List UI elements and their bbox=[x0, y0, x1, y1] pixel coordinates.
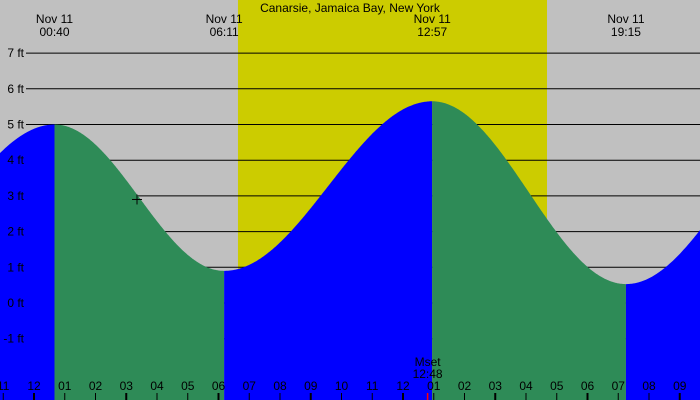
extremum-date: Nov 11 bbox=[607, 12, 644, 26]
x-tick-label: 06 bbox=[212, 379, 226, 393]
x-tick-label: 03 bbox=[120, 379, 134, 393]
x-tick-label: 05 bbox=[181, 379, 195, 393]
y-tick-label: 6 ft bbox=[7, 82, 24, 96]
x-tick-label: 11 bbox=[0, 379, 10, 393]
extremum-time: 00:40 bbox=[39, 25, 69, 39]
y-tick-label: 3 ft bbox=[7, 189, 24, 203]
x-tick-label: 10 bbox=[335, 379, 349, 393]
x-tick-label: 01 bbox=[427, 379, 441, 393]
x-tick-label: 04 bbox=[150, 379, 164, 393]
extremum-date: Nov 11 bbox=[206, 12, 243, 26]
x-tick-label: 09 bbox=[673, 379, 687, 393]
rising-tide-area bbox=[625, 230, 700, 400]
x-tick-label: 07 bbox=[612, 379, 626, 393]
x-tick-label: 12 bbox=[396, 379, 410, 393]
y-tick-label: 4 ft bbox=[7, 153, 24, 167]
x-tick-label: 02 bbox=[458, 379, 472, 393]
x-tick-label: 03 bbox=[489, 379, 503, 393]
x-tick-label: 04 bbox=[519, 379, 533, 393]
x-tick-label: 11 bbox=[366, 379, 379, 393]
event-time: 12:48 bbox=[413, 367, 443, 381]
x-tick-label: 12 bbox=[27, 379, 41, 393]
y-tick-label: -1 ft bbox=[3, 332, 24, 346]
x-tick-label: 08 bbox=[642, 379, 656, 393]
y-tick-label: 2 ft bbox=[7, 225, 24, 239]
y-tick-label: 1 ft bbox=[7, 260, 24, 274]
extremum-date: Nov 11 bbox=[414, 12, 451, 26]
current-time-marker bbox=[132, 194, 143, 205]
falling-tide-area bbox=[54, 124, 225, 400]
tide-fill bbox=[0, 101, 700, 400]
x-axis: 11 12 01 02 03 04 05 06 07 08 09 10 11 12 01 02 03 04 05 06… bbox=[0, 379, 687, 400]
rising-tide-area bbox=[224, 101, 433, 400]
y-tick-label: 0 ft bbox=[7, 296, 24, 310]
x-tick-label: 01 bbox=[58, 379, 72, 393]
y-tick-label: 5 ft bbox=[7, 118, 24, 132]
y-axis-labels: 7 ft 6 ft 5 ft 4 ft 3 ft 2 ft 1 ft 0 ft -1 ft bbox=[3, 46, 24, 346]
x-tick-label: 07 bbox=[243, 379, 257, 393]
x-tick-label: 09 bbox=[304, 379, 318, 393]
x-tick-label: 08 bbox=[273, 379, 287, 393]
extremum-time: 06:11 bbox=[210, 25, 239, 39]
extremum-time: 19:15 bbox=[611, 25, 641, 39]
x-tick-label: 02 bbox=[89, 379, 103, 393]
extremum-time: 12:57 bbox=[417, 25, 447, 39]
x-tick-label: 06 bbox=[581, 379, 595, 393]
falling-tide-area bbox=[432, 101, 626, 400]
event-label: Mset bbox=[415, 355, 442, 369]
extremum-date: Nov 11 bbox=[36, 12, 73, 26]
chart-title: Canarsie, Jamaica Bay, New York bbox=[260, 1, 441, 15]
rising-tide-area bbox=[0, 124, 55, 400]
y-tick-label: 7 ft bbox=[7, 46, 24, 60]
x-tick-label: 05 bbox=[550, 379, 564, 393]
